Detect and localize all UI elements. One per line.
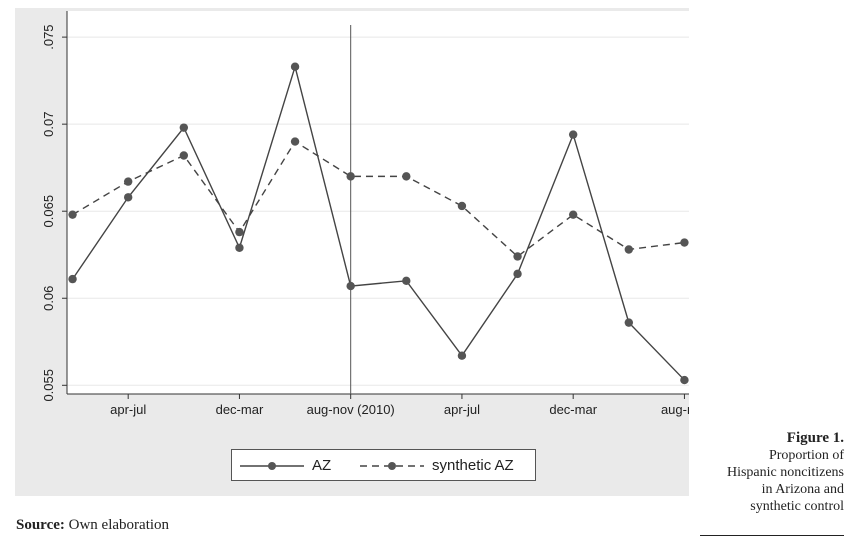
x-tick-label: aug-nov <box>661 402 689 417</box>
caption-line: in Arizona and <box>761 482 844 497</box>
data-point-synthetic-az <box>457 201 467 211</box>
y-tick-label: 0.07 <box>41 112 56 137</box>
y-tick-label: 0.065 <box>41 195 56 228</box>
series-line-synthetic-az <box>72 140 685 258</box>
y-tick-label: 0.06 <box>41 286 56 311</box>
legend-swatch-az <box>240 462 304 470</box>
data-point-synthetic-az <box>568 210 578 219</box>
legend-label-az: AZ <box>312 457 332 474</box>
data-point-az <box>235 243 244 252</box>
x-tick-label: aug-nov (2010) <box>307 402 395 417</box>
x-tick-label: apr-jul <box>110 402 146 417</box>
caption-line: Proportion of <box>768 448 844 463</box>
legend-label-synthetic-az: synthetic AZ <box>432 457 514 474</box>
data-point-synthetic-az <box>346 172 355 181</box>
data-point-synthetic-az <box>624 245 634 254</box>
figure-caption: Figure 1. Proportion of Hispanic nonciti… <box>694 430 844 515</box>
chart-panel: .075 0.07 0.065 0.06 0.055 apr-jul dec-mar aug-… <box>15 8 689 496</box>
data-point-synthetic-az <box>402 172 411 181</box>
data-point-synthetic-az <box>68 210 77 219</box>
data-point-az <box>568 130 578 139</box>
data-point-synthetic-az <box>290 137 300 146</box>
legend: AZ synthetic AZ <box>231 449 536 481</box>
caption-title: Figure 1. <box>786 430 844 446</box>
data-point-az <box>402 276 411 286</box>
y-tick-label: 0.055 <box>41 369 56 402</box>
plot-area <box>67 11 689 394</box>
data-point-az <box>290 62 300 71</box>
source-note: Source: Own elaboration <box>16 517 169 534</box>
caption-line: Hispanic noncitizens <box>726 465 844 480</box>
x-tick-label: apr-jul <box>444 402 480 417</box>
data-point-az <box>68 274 77 284</box>
data-point-synthetic-az <box>513 252 522 261</box>
series-line-az <box>71 64 685 381</box>
data-point-az <box>513 269 522 279</box>
x-tick-label: dec-mar <box>216 402 264 417</box>
data-point-az <box>346 281 355 291</box>
caption-line: synthetic control <box>750 499 844 514</box>
line-chart: .075 0.07 0.065 0.06 0.055 apr-jul dec-mar aug-… <box>41 11 689 417</box>
data-point-synthetic-az <box>123 177 133 186</box>
data-point-synthetic-az <box>179 151 189 160</box>
y-tick-label: .075 <box>41 24 56 49</box>
data-point-synthetic-az <box>235 227 244 237</box>
data-point-az <box>179 123 189 132</box>
legend-swatch-synthetic-az <box>360 462 424 470</box>
source-text: Own elaboration <box>68 517 170 533</box>
data-point-az <box>457 351 467 360</box>
x-tick-label: dec-mar <box>549 402 597 417</box>
source-label: Source: <box>16 517 65 533</box>
data-point-az <box>624 318 634 327</box>
data-point-synthetic-az <box>680 238 689 247</box>
caption-rule <box>700 535 844 536</box>
data-point-az <box>123 193 133 202</box>
data-point-az <box>680 375 689 385</box>
